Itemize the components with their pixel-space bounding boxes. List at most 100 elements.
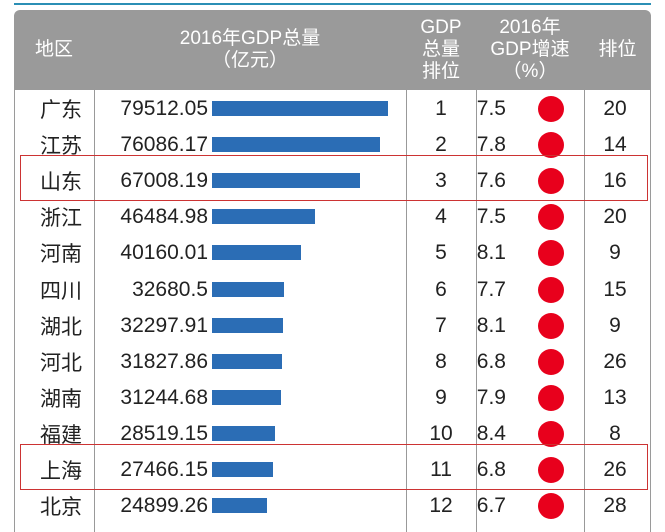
- gdp-rank: 9: [435, 385, 447, 409]
- table-row: 广东 79512.05 1 7.5 20: [14, 91, 651, 127]
- growth-cell: 7.7: [476, 272, 546, 308]
- table-row: 浙江 46484.98 4 7.5 20: [14, 199, 651, 235]
- region-label: 江苏: [40, 135, 82, 159]
- growth-dot-icon: [538, 348, 564, 375]
- header-gdp-line1: 2016年GDP总量: [179, 28, 321, 49]
- gdp-bar: [212, 317, 284, 333]
- gdp-rank: 11: [430, 458, 452, 481]
- growth-cell: 7.8: [476, 127, 546, 163]
- growth-value: 8.1: [476, 241, 506, 265]
- gdp-value: 40160.01: [120, 241, 208, 265]
- table-row: 北京 24899.26 12 6.7 28: [14, 488, 651, 524]
- growth-rank: 28: [603, 494, 627, 518]
- growth-cell: 7.5: [476, 91, 546, 127]
- header-growth-line3: （%）: [502, 61, 558, 82]
- growth-value: 6.8: [476, 458, 506, 481]
- table-row: 四川 32680.5 6 7.7 15: [14, 272, 651, 308]
- header-region-label: 地区: [34, 39, 73, 60]
- growth-value: 6.8: [476, 349, 506, 373]
- table-border-left: [14, 90, 15, 532]
- growth-value: 7.7: [476, 277, 506, 301]
- growth-dot-icon: [538, 420, 564, 447]
- gdp-rank: 10: [429, 421, 453, 445]
- growth-rank: 9: [609, 241, 621, 265]
- header-gdp-line2: （亿元）: [211, 50, 288, 71]
- region-label: 湖北: [40, 315, 82, 339]
- growth-value: 7.8: [476, 133, 506, 157]
- gdp-value: 32297.91: [120, 313, 208, 337]
- growth-rank: 20: [603, 205, 627, 229]
- table-border-right: [650, 90, 651, 532]
- growth-rank: 26: [603, 349, 627, 373]
- growth-rank: 8: [609, 421, 621, 445]
- region-label: 上海: [40, 460, 82, 483]
- region-label: 北京: [40, 496, 82, 520]
- column-divider: [584, 90, 585, 532]
- table-row: 河南 40160.01 5 8.1 9: [14, 235, 651, 271]
- growth-cell: 8.1: [476, 308, 546, 344]
- growth-value: 8.4: [476, 421, 506, 445]
- growth-rank: 26: [603, 458, 627, 481]
- gdp-rank: 7: [435, 313, 447, 337]
- column-divider: [406, 90, 407, 532]
- growth-value: 7.9: [476, 385, 506, 409]
- growth-dot-icon: [538, 312, 564, 339]
- gdp-value: 46484.98: [120, 205, 208, 229]
- header-growth: 2016年 GDP增速 （%）: [476, 10, 584, 90]
- gdp-value: 67008.19: [120, 169, 208, 193]
- growth-rank: 15: [603, 277, 627, 301]
- gdp-bar: [212, 425, 276, 441]
- header-growth-rank: 排位: [584, 10, 651, 90]
- table-row: 河北 31827.86 8 6.8 26: [14, 344, 651, 380]
- gdp-bar: [212, 173, 361, 189]
- highlight-box: [20, 444, 648, 490]
- region-label: 河北: [40, 351, 82, 375]
- header-growth-line1: 2016年: [499, 17, 561, 38]
- region-label: 四川: [40, 279, 82, 303]
- growth-rank: 9: [609, 313, 621, 337]
- growth-dot-icon: [538, 276, 564, 303]
- gdp-rank: 3: [435, 169, 447, 193]
- gdp-rank: 6: [435, 277, 447, 301]
- highlight-box: [20, 155, 648, 202]
- gdp-rank: 2: [435, 133, 447, 157]
- header-region: 地区: [14, 10, 94, 90]
- header-rank-line3: 排位: [421, 61, 460, 82]
- growth-value: 6.7: [476, 494, 506, 518]
- gdp-bar: [212, 101, 388, 116]
- region-label: 山东: [40, 171, 82, 195]
- table-row: 江苏 76086.17 2 7.8 14: [14, 127, 651, 163]
- gdp-value: 31827.86: [120, 349, 208, 373]
- gdp-rank: 1: [435, 97, 447, 120]
- gdp-bar: [212, 281, 285, 297]
- growth-dot-icon: [538, 457, 564, 483]
- table-row: 福建 28519.15 10 8.4 8: [14, 416, 651, 452]
- growth-cell: 6.8: [476, 452, 546, 488]
- growth-cell: 8.1: [476, 235, 546, 271]
- header-gdp: 2016年GDP总量 （亿元）: [94, 10, 406, 90]
- growth-rank: 16: [603, 169, 627, 193]
- gdp-rank: 8: [435, 349, 447, 373]
- growth-dot-icon: [538, 493, 564, 520]
- table-row: 湖北 32297.91 7 8.1 9: [14, 308, 651, 344]
- growth-cell: 8.4: [476, 416, 546, 452]
- growth-cell: 6.7: [476, 488, 546, 524]
- growth-dot-icon: [538, 384, 564, 411]
- growth-cell: 7.6: [476, 163, 546, 199]
- region-label: 福建: [40, 423, 82, 447]
- table-row: 山东 67008.19 3 7.6 16: [14, 163, 651, 199]
- gdp-rank: 12: [429, 494, 453, 518]
- header-growth-rank-label: 排位: [598, 39, 637, 60]
- growth-dot-icon: [538, 240, 564, 267]
- growth-value: 7.6: [476, 169, 506, 193]
- header-growth-line2: GDP增速: [490, 39, 570, 60]
- gdp-value: 79512.05: [120, 97, 208, 120]
- column-divider: [476, 90, 477, 532]
- growth-dot-icon: [538, 168, 564, 195]
- header-rank-line1: GDP: [420, 17, 462, 38]
- table-header: 地区 2016年GDP总量 （亿元） GDP 总量 排位 2016年 GDP增速…: [14, 10, 651, 90]
- growth-rank: 20: [603, 97, 627, 120]
- growth-cell: 7.9: [476, 380, 546, 416]
- growth-cell: 6.8: [476, 344, 546, 380]
- gdp-rank: 5: [435, 241, 447, 265]
